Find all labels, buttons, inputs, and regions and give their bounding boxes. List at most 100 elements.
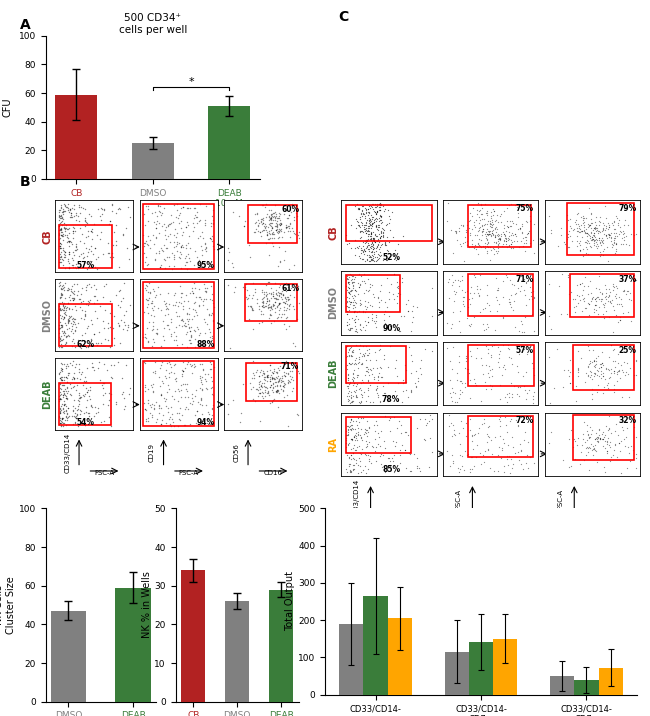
Point: [56, 389, 66, 400]
Point: [354, 203, 365, 215]
Point: [515, 438, 525, 450]
Point: [377, 238, 387, 250]
Point: [55, 246, 66, 258]
Point: [275, 224, 285, 236]
Point: [151, 396, 161, 407]
Point: [87, 362, 98, 373]
Point: [590, 294, 601, 305]
Point: [369, 235, 379, 246]
Point: [499, 222, 510, 233]
Point: [142, 294, 153, 306]
Point: [263, 214, 274, 226]
Point: [63, 223, 73, 235]
Point: [514, 223, 525, 234]
Point: [54, 221, 64, 232]
Point: [473, 238, 483, 249]
Point: [348, 296, 358, 308]
Point: [185, 321, 196, 333]
Point: [392, 276, 402, 288]
Point: [150, 367, 160, 379]
Point: [196, 371, 207, 382]
Point: [105, 216, 115, 227]
Point: [276, 218, 286, 230]
Point: [270, 214, 280, 226]
Point: [352, 216, 362, 227]
Point: [55, 334, 65, 345]
Point: [474, 290, 485, 301]
Point: [607, 294, 618, 305]
Point: [355, 347, 365, 359]
Point: [353, 422, 363, 433]
Point: [589, 230, 599, 241]
Point: [283, 367, 293, 379]
Point: [151, 222, 161, 233]
Point: [61, 372, 72, 383]
Point: [372, 241, 383, 252]
Point: [154, 402, 164, 414]
Point: [623, 286, 633, 297]
Point: [456, 415, 466, 427]
Point: [155, 288, 165, 299]
Point: [56, 287, 66, 299]
Point: [57, 412, 67, 423]
Point: [351, 326, 361, 337]
Point: [374, 210, 385, 221]
Point: [473, 427, 484, 439]
Point: [81, 394, 92, 405]
Point: [378, 349, 389, 361]
Point: [601, 284, 611, 295]
Point: [281, 221, 292, 233]
Point: [527, 293, 538, 304]
Point: [268, 373, 279, 384]
Point: [283, 369, 294, 380]
Point: [412, 375, 423, 387]
Point: [257, 301, 267, 312]
Point: [60, 383, 70, 395]
Point: [486, 352, 496, 363]
Point: [139, 357, 150, 368]
Point: [168, 216, 179, 227]
Point: [458, 220, 468, 231]
Point: [379, 320, 389, 332]
Point: [262, 208, 272, 220]
Point: [582, 362, 593, 373]
Point: [164, 412, 175, 424]
Point: [169, 334, 179, 346]
Point: [161, 400, 172, 412]
Point: [70, 362, 81, 373]
Point: [477, 304, 488, 315]
Point: [513, 410, 523, 422]
Point: [603, 432, 613, 443]
Point: [90, 261, 101, 273]
Point: [105, 251, 115, 263]
Point: [342, 467, 352, 478]
Point: [118, 323, 128, 334]
Point: [486, 210, 496, 221]
Point: [367, 397, 378, 408]
Point: [81, 402, 91, 413]
Point: [244, 313, 254, 324]
Point: [57, 242, 67, 253]
Point: [630, 448, 641, 460]
Point: [517, 228, 527, 239]
Point: [502, 453, 512, 465]
Point: [185, 334, 195, 346]
Point: [356, 466, 366, 478]
Point: [350, 243, 360, 254]
Point: [469, 242, 479, 253]
Point: [79, 213, 90, 224]
Point: [495, 453, 506, 464]
Point: [495, 211, 505, 222]
Point: [616, 435, 627, 446]
Point: [186, 330, 196, 342]
Point: [81, 231, 92, 243]
Point: [374, 204, 385, 216]
Point: [64, 235, 75, 246]
Point: [180, 378, 190, 390]
Point: [64, 315, 74, 326]
Point: [56, 404, 66, 415]
Point: [55, 243, 65, 254]
Point: [60, 246, 71, 257]
Point: [169, 393, 179, 405]
Point: [279, 308, 289, 319]
